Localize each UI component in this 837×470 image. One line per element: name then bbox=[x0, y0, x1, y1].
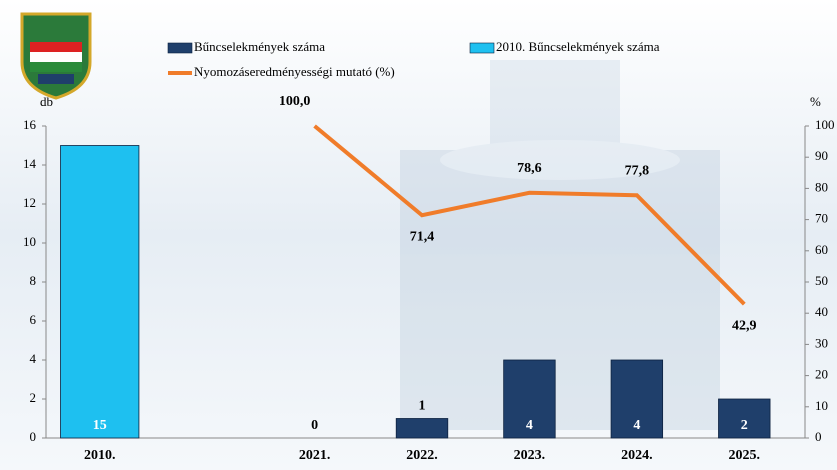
line-value-label: 71,4 bbox=[410, 229, 435, 244]
y-axis-title: db bbox=[40, 94, 53, 109]
bar-value-label: 4 bbox=[633, 418, 640, 433]
bar-value-label: 2 bbox=[741, 418, 748, 433]
line-value-label: 100,0 bbox=[279, 94, 311, 109]
y-tick-label: 6 bbox=[30, 312, 37, 327]
bar-value-label: 15 bbox=[93, 418, 107, 433]
x-tick-label: 2021. bbox=[299, 448, 331, 463]
bar bbox=[396, 419, 448, 439]
y-tick-label: 12 bbox=[23, 195, 36, 210]
police-logo bbox=[22, 14, 90, 98]
y2-tick-label: 60 bbox=[815, 242, 828, 257]
y2-tick-label: 0 bbox=[815, 429, 822, 444]
y2-tick-label: 50 bbox=[815, 273, 828, 288]
legend-label: 2010. Bűncselekmények száma bbox=[496, 39, 660, 54]
bar-value-label: 1 bbox=[419, 399, 426, 414]
x-tick-label: 2025. bbox=[729, 448, 761, 463]
y-tick-label: 0 bbox=[30, 429, 37, 444]
bar-value-label: 4 bbox=[526, 418, 533, 433]
legend-label: Nyomozáseredményességi mutató (%) bbox=[194, 64, 395, 79]
x-tick-label: 2023. bbox=[514, 448, 546, 463]
y2-tick-label: 20 bbox=[815, 367, 828, 382]
x-tick-label: 2010. bbox=[84, 448, 116, 463]
y2-tick-label: 70 bbox=[815, 211, 828, 226]
y-tick-label: 8 bbox=[30, 273, 37, 288]
y2-tick-label: 90 bbox=[815, 148, 828, 163]
y-tick-label: 2 bbox=[30, 390, 37, 405]
y-tick-label: 10 bbox=[23, 234, 36, 249]
x-tick-label: 2024. bbox=[621, 448, 653, 463]
line-value-label: 42,9 bbox=[732, 318, 757, 333]
y2-axis-title: % bbox=[810, 94, 821, 109]
x-tick-label: 2022. bbox=[406, 448, 438, 463]
y2-tick-label: 30 bbox=[815, 335, 828, 350]
legend-swatch bbox=[168, 43, 192, 53]
bar-value-label: 0 bbox=[311, 418, 318, 433]
line-value-label: 78,6 bbox=[517, 161, 542, 176]
line-value-label: 77,8 bbox=[625, 163, 650, 178]
legend-swatch bbox=[470, 43, 494, 53]
y-tick-label: 14 bbox=[23, 156, 37, 171]
y-tick-label: 4 bbox=[30, 351, 37, 366]
y2-tick-label: 10 bbox=[815, 398, 828, 413]
y2-tick-label: 80 bbox=[815, 179, 828, 194]
y2-tick-label: 40 bbox=[815, 304, 828, 319]
legend-label: Bűncselekmények száma bbox=[194, 39, 325, 54]
y-tick-label: 16 bbox=[23, 117, 37, 132]
y2-tick-label: 100 bbox=[815, 117, 835, 132]
chart: db % 02468101214160102030405060708090100… bbox=[0, 0, 837, 470]
bar bbox=[61, 146, 139, 439]
